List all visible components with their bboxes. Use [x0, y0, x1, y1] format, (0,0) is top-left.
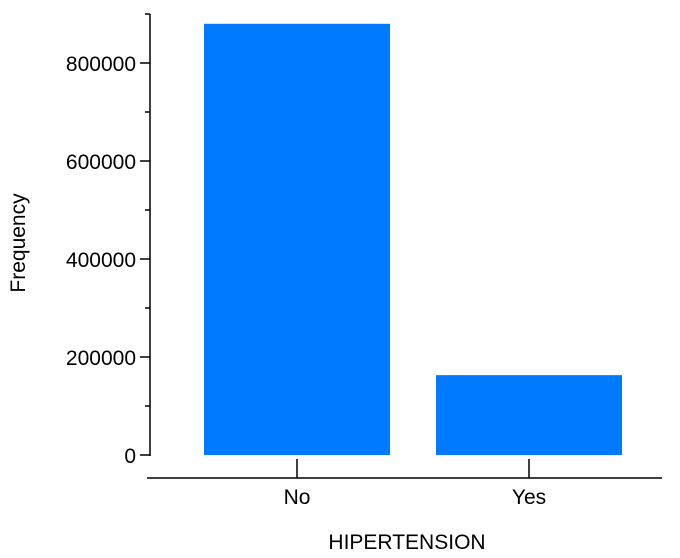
x-tick-label: Yes [512, 486, 546, 509]
x-axis-ticks: No Yes [284, 459, 546, 509]
x-tick-label: No [284, 486, 311, 509]
y-tick-label: 400000 [66, 249, 136, 272]
bar-no [204, 23, 390, 456]
y-tick-label: 800000 [66, 53, 136, 76]
y-tick-label: 0 [124, 445, 136, 468]
bars-group [204, 23, 622, 456]
bar-yes [436, 375, 622, 455]
y-axis-ticks: 0 200000 400000 600000 800000 [66, 13, 150, 468]
y-axis-title: Frequency [7, 193, 30, 293]
y-tick-label: 200000 [66, 347, 136, 370]
x-axis-title: HIPERTENSION [328, 531, 485, 554]
y-tick-label: 600000 [66, 151, 136, 174]
